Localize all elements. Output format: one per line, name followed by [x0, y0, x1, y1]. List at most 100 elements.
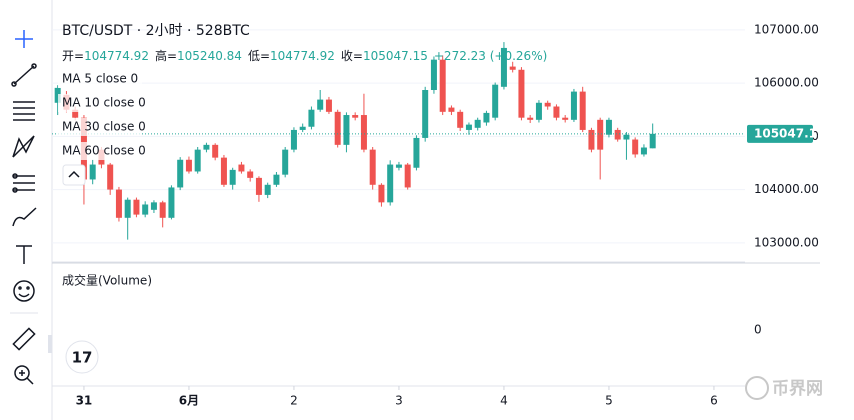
candle-body [159, 202, 166, 218]
legend: BTC/USDT · 2小时 · 528BTC 开=104774.92 高=105… [58, 23, 547, 160]
candle-body [562, 117, 569, 120]
candle-body [413, 137, 420, 168]
y-tick-label: 104000.00 [754, 182, 819, 196]
candle-body [133, 199, 140, 215]
candle-body [509, 66, 516, 70]
zoom-tool[interactable] [14, 365, 34, 385]
y-tick-label: 107000.00 [754, 22, 819, 36]
candle-body [352, 115, 359, 118]
candle-body [448, 107, 455, 112]
candle-body [290, 129, 297, 150]
candle-body [465, 124, 472, 130]
candle-body [623, 134, 630, 140]
candle-body [115, 189, 122, 218]
indicator-bg [58, 94, 142, 112]
x-tick-label: 31 [76, 394, 93, 408]
change-label: +272.23 (+0.26%) [434, 49, 547, 63]
candle-body [212, 144, 219, 158]
candle-body [334, 111, 341, 145]
candle-body [483, 112, 490, 123]
candle-body [299, 126, 306, 130]
pattern-tool[interactable] [12, 135, 35, 158]
candle-body [632, 139, 639, 155]
candle-body [553, 106, 560, 118]
candle-body [535, 102, 542, 120]
svg-text:17: 17 [72, 349, 93, 367]
ohlc-label: 高= [155, 48, 177, 63]
price-badge [747, 124, 813, 143]
candle-body [185, 159, 192, 172]
candle-body [317, 99, 324, 110]
ohlc-label: 开= [62, 49, 84, 63]
candle-body [203, 144, 210, 150]
candle-body [395, 164, 402, 168]
candle-body [422, 90, 429, 138]
candle-body [430, 59, 437, 91]
candle-body [229, 169, 236, 185]
candle-body [343, 115, 350, 145]
indicator-label: MA 60 close 0 [62, 144, 146, 158]
candle-body [168, 187, 175, 218]
x-tick-label: 6月 [179, 394, 199, 408]
candle-body [518, 69, 525, 118]
candle-body [492, 84, 499, 118]
watermark-logo [745, 376, 769, 400]
line-tool[interactable] [11, 63, 37, 87]
candle-body [579, 91, 586, 130]
ruler-tool[interactable] [12, 327, 36, 351]
ohlc-label: 收= [341, 49, 363, 63]
ohlc-value: 105047.15 [363, 49, 428, 63]
candle-body [597, 119, 604, 150]
candle-body [150, 202, 157, 210]
x-tick-label: 5 [605, 394, 613, 408]
ohlc-label: 低= [248, 49, 270, 63]
toolbar [10, 0, 53, 420]
ohlc-value: 104774.92 [270, 49, 335, 63]
candle-body [89, 164, 96, 180]
emoji-tool[interactable] [13, 280, 35, 302]
candle-body [360, 115, 367, 150]
volume-tick-label: 0 [754, 323, 762, 337]
candle-body [264, 184, 271, 195]
indicator-bg [58, 118, 142, 136]
text-tool[interactable] [16, 245, 32, 264]
candle-body [439, 59, 446, 112]
candle-body [247, 171, 254, 178]
ohlc-legend: 开=104774.92 高=105240.84 低=104774.92 收=10504… [62, 48, 547, 63]
y-tick-label: 103000.00 [754, 235, 819, 249]
collapse-icon [68, 170, 80, 178]
crosshair-tool[interactable] [15, 30, 33, 48]
fib-tool[interactable] [13, 101, 35, 121]
candle-body [640, 147, 647, 155]
candle-body [72, 109, 79, 118]
candle-body [273, 174, 280, 185]
candle-body [474, 119, 481, 128]
candle-body [369, 149, 376, 185]
price-badge-label: 105047.15 [754, 126, 825, 140]
ohlc-value: 105240.84 [177, 49, 242, 63]
chart-title: BTC/USDT · 2小时 · 528BTC [62, 23, 250, 39]
watermark: 币界网 [772, 379, 823, 399]
collapse-button[interactable] [62, 164, 86, 186]
candle-body [544, 102, 551, 107]
candle-body [220, 157, 227, 185]
brush-tool[interactable] [12, 207, 37, 227]
y-tick-label: 106000.00 [754, 76, 819, 90]
candle-body [605, 119, 612, 135]
candle-body [282, 149, 289, 175]
indicator-bg [58, 70, 142, 88]
x-tick-label: 6 [710, 394, 718, 408]
x-tick-label: 3 [395, 394, 403, 408]
candle-body [387, 164, 394, 203]
candle-body [238, 164, 245, 172]
x-tick-label: 2 [290, 394, 298, 408]
candle-body [588, 129, 595, 150]
prediction-tool[interactable] [12, 173, 35, 193]
candle-body [308, 109, 315, 127]
candle-body [177, 159, 184, 188]
candle-body [378, 184, 385, 203]
indicator-label: MA 10 close 0 [62, 96, 146, 110]
indicator-label: MA 5 close 0 [62, 72, 138, 86]
indicator-label: MA 30 close 0 [62, 120, 146, 134]
